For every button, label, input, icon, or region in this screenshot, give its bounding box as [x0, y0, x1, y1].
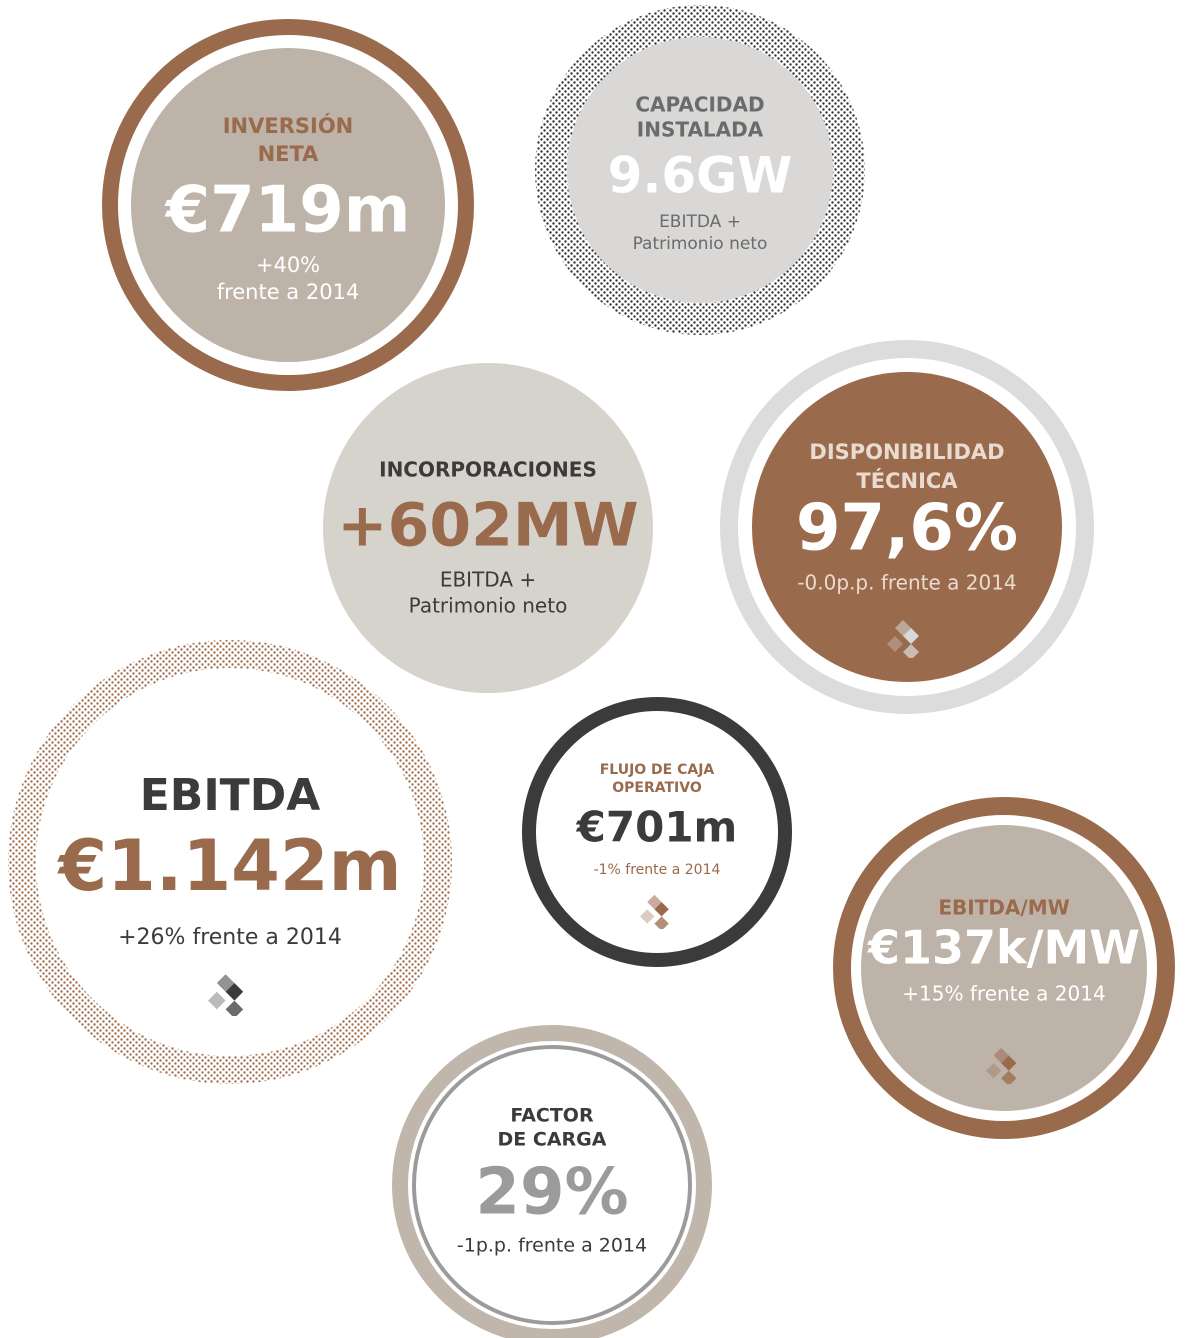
- subtitle: frente a 2014: [217, 280, 360, 304]
- title: FACTOR: [510, 1105, 594, 1127]
- title: NETA: [258, 142, 320, 166]
- subtitle: +26% frente a 2014: [118, 925, 342, 950]
- title: TÉCNICA: [856, 468, 958, 493]
- title: DE CARGA: [498, 1129, 607, 1151]
- circle-ebitda: EBITDA €1.142m +26% frente a 2014: [8, 640, 452, 1084]
- circle-capacidad: CAPACIDAD INSTALADA 9.6GW EBITDA + Patri…: [535, 5, 865, 335]
- title: OPERATIVO: [612, 780, 702, 796]
- title: INVERSIÓN: [223, 113, 354, 138]
- circle-incorporaciones: INCORPORACIONES +602MW EBITDA + Patrimon…: [323, 363, 653, 693]
- title: CAPACIDAD: [635, 93, 764, 117]
- circle-ebitda-mw: EBITDA/MW €137k/MW +15% frente a 2014: [833, 797, 1175, 1139]
- subtitle: +15% frente a 2014: [902, 982, 1105, 1006]
- icon: [208, 974, 244, 1016]
- subtitle: +40%: [256, 253, 320, 277]
- subtitle: -1% frente a 2014: [594, 862, 721, 878]
- subtitle: -1p.p. frente a 2014: [457, 1235, 647, 1257]
- circle-factor: FACTOR DE CARGA 29% -1p.p. frente a 2014: [392, 1025, 712, 1338]
- circle-flujo: FLUJO DE CAJA OPERATIVO €701m -1% frente…: [522, 697, 792, 967]
- value: 97,6%: [796, 492, 1018, 566]
- title: INCORPORACIONES: [379, 458, 597, 482]
- subtitle: -0.0p.p. frente a 2014: [797, 571, 1016, 595]
- value: +602MW: [337, 491, 638, 561]
- title: FLUJO DE CAJA: [600, 762, 715, 778]
- circle-disponibilidad: DISPONIBILIDAD TÉCNICA 97,6% -0.0p.p. fr…: [720, 340, 1094, 714]
- value: €137k/MW: [867, 921, 1140, 975]
- value: €719m: [164, 174, 411, 248]
- title: INSTALADA: [637, 118, 764, 142]
- value: 29%: [475, 1156, 628, 1230]
- title: EBITDA: [140, 770, 321, 821]
- value: 9.6GW: [608, 147, 793, 205]
- subtitle: EBITDA +: [440, 568, 536, 592]
- value: €1.142m: [56, 825, 401, 907]
- title: EBITDA/MW: [938, 896, 1069, 920]
- subtitle: Patrimonio neto: [409, 594, 568, 618]
- circle-inversion: INVERSIÓN NETA €719m +40% frente a 2014: [102, 19, 474, 391]
- subtitle: EBITDA +: [659, 212, 741, 232]
- value: €701m: [576, 803, 738, 852]
- title: DISPONIBILIDAD: [809, 440, 1004, 464]
- subtitle: Patrimonio neto: [633, 234, 768, 254]
